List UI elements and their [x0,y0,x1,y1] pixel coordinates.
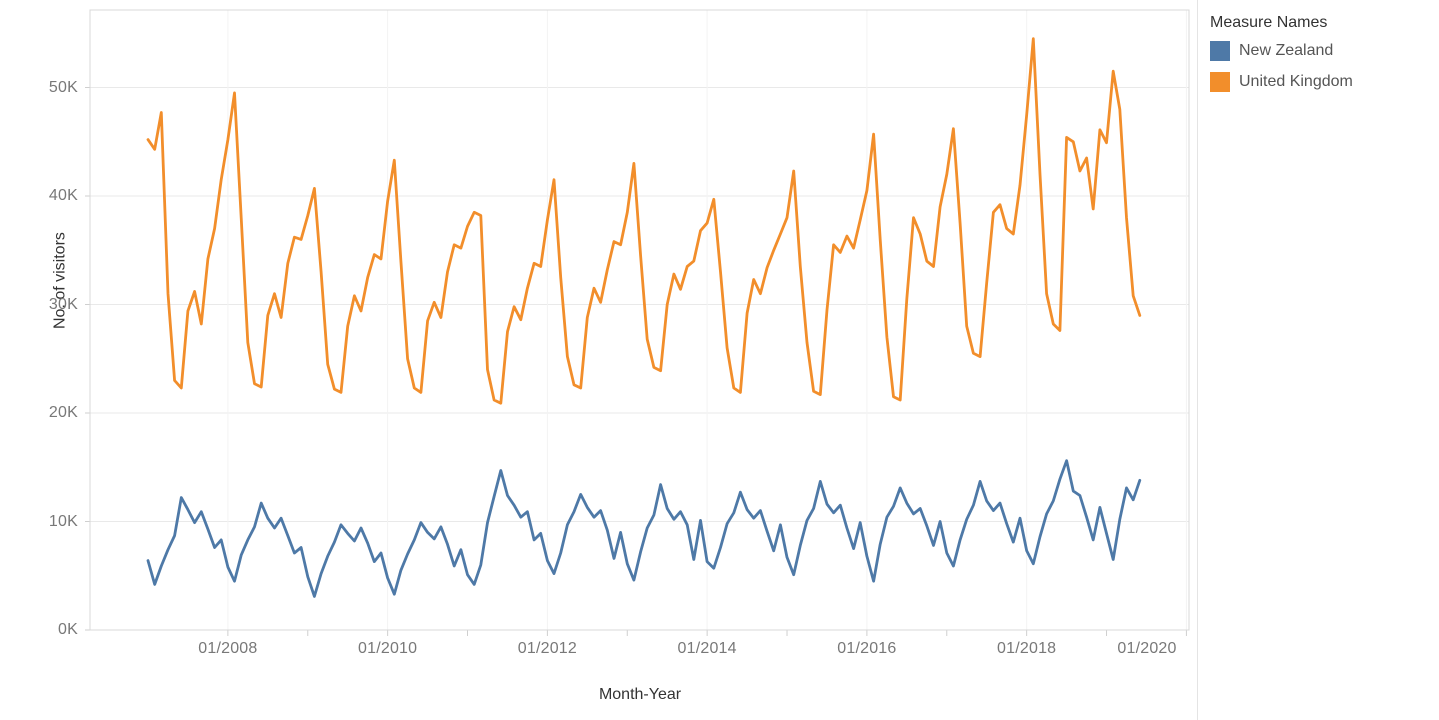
y-tick-label: 40K [48,187,78,204]
x-axis-title: Month-Year [598,686,682,703]
y-axis-title: No. of visitors [51,232,69,329]
new-zealand-series-line[interactable] [146,459,1142,598]
y-tick-label: 20K [48,404,78,421]
y-tick-label: 30K [48,295,78,313]
y-tick-label: 10K [48,512,78,530]
legend-divider [1197,0,1198,720]
legend-items: New Zealand United Kingdom [1210,41,1430,92]
x-tick-label: 01/2008 [198,640,258,657]
legend-swatch-icon [1210,41,1230,61]
plot-border [89,9,1190,631]
legend-item-new-zealand[interactable]: New Zealand [1210,41,1430,61]
x-tick-label: 01/2014 [677,640,737,657]
x-tick-label: 01/2018 [997,640,1057,657]
y-tick-label: 0K [58,621,78,638]
x-tick-label: 01/2012 [517,640,577,657]
legend-item-label: New Zealand [1239,42,1334,59]
legend-item-label: United Kingdom [1239,73,1353,90]
x-tick-label: 01/2016 [837,640,897,657]
united-kingdom-series-line[interactable] [146,37,1142,405]
legend-swatch-icon [1210,72,1230,92]
x-tick-label: 01/2020 [1117,640,1177,657]
legend: Measure Names New Zealand United Kingdom [1210,14,1430,103]
legend-title: Measure Names [1210,14,1328,31]
legend-item-united-kingdom[interactable]: United Kingdom [1210,72,1430,92]
x-tick-label: 01/2010 [358,640,418,657]
y-tick-label: 50K [48,78,78,96]
